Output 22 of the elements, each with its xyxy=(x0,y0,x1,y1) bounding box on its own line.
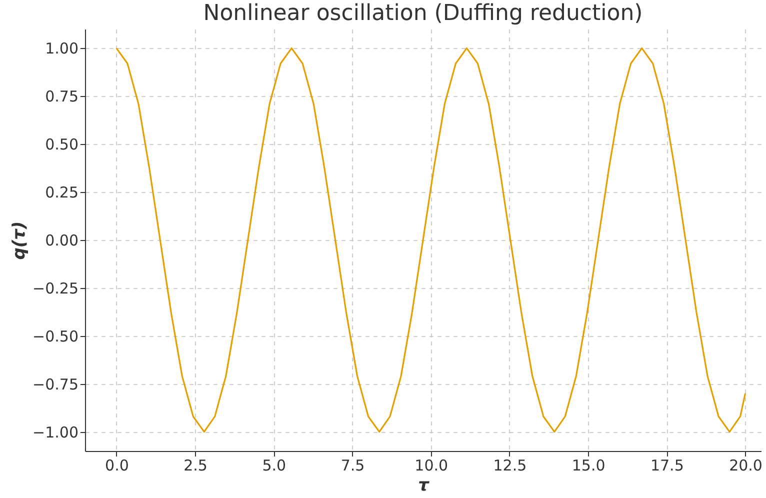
x-axis-title: τ xyxy=(418,476,430,496)
line-series xyxy=(116,47,746,433)
x-tick-label: 12.5 xyxy=(493,456,527,474)
y-tick-label: 0.75 xyxy=(45,88,78,106)
chart-title: Nonlinear oscillation (Duffing reduction) xyxy=(203,1,643,26)
y-tick-label: −0.25 xyxy=(32,279,78,298)
y-tick-label: −0.75 xyxy=(32,375,78,394)
x-tick-label: 17.5 xyxy=(650,456,684,474)
y-axis-title: q(τ) xyxy=(10,221,30,260)
x-tick-label: 7.5 xyxy=(340,456,365,474)
x-tick-label: 0.0 xyxy=(105,456,129,474)
y-tick-label: −1.00 xyxy=(32,423,78,442)
y-tick-label: −0.50 xyxy=(32,327,78,346)
x-tick-label: 15.0 xyxy=(572,456,606,474)
y-tick-label: 0.25 xyxy=(45,184,78,202)
x-tick-label: 10.0 xyxy=(414,456,448,474)
x-tick-label: 2.5 xyxy=(184,456,208,474)
x-tick-label: 20.0 xyxy=(729,456,762,474)
y-tick-label: 0.00 xyxy=(45,232,78,250)
y-tick-label: 1.00 xyxy=(45,40,78,58)
x-tick-label: 5.0 xyxy=(262,456,286,474)
y-tick-label: 0.50 xyxy=(45,136,78,154)
